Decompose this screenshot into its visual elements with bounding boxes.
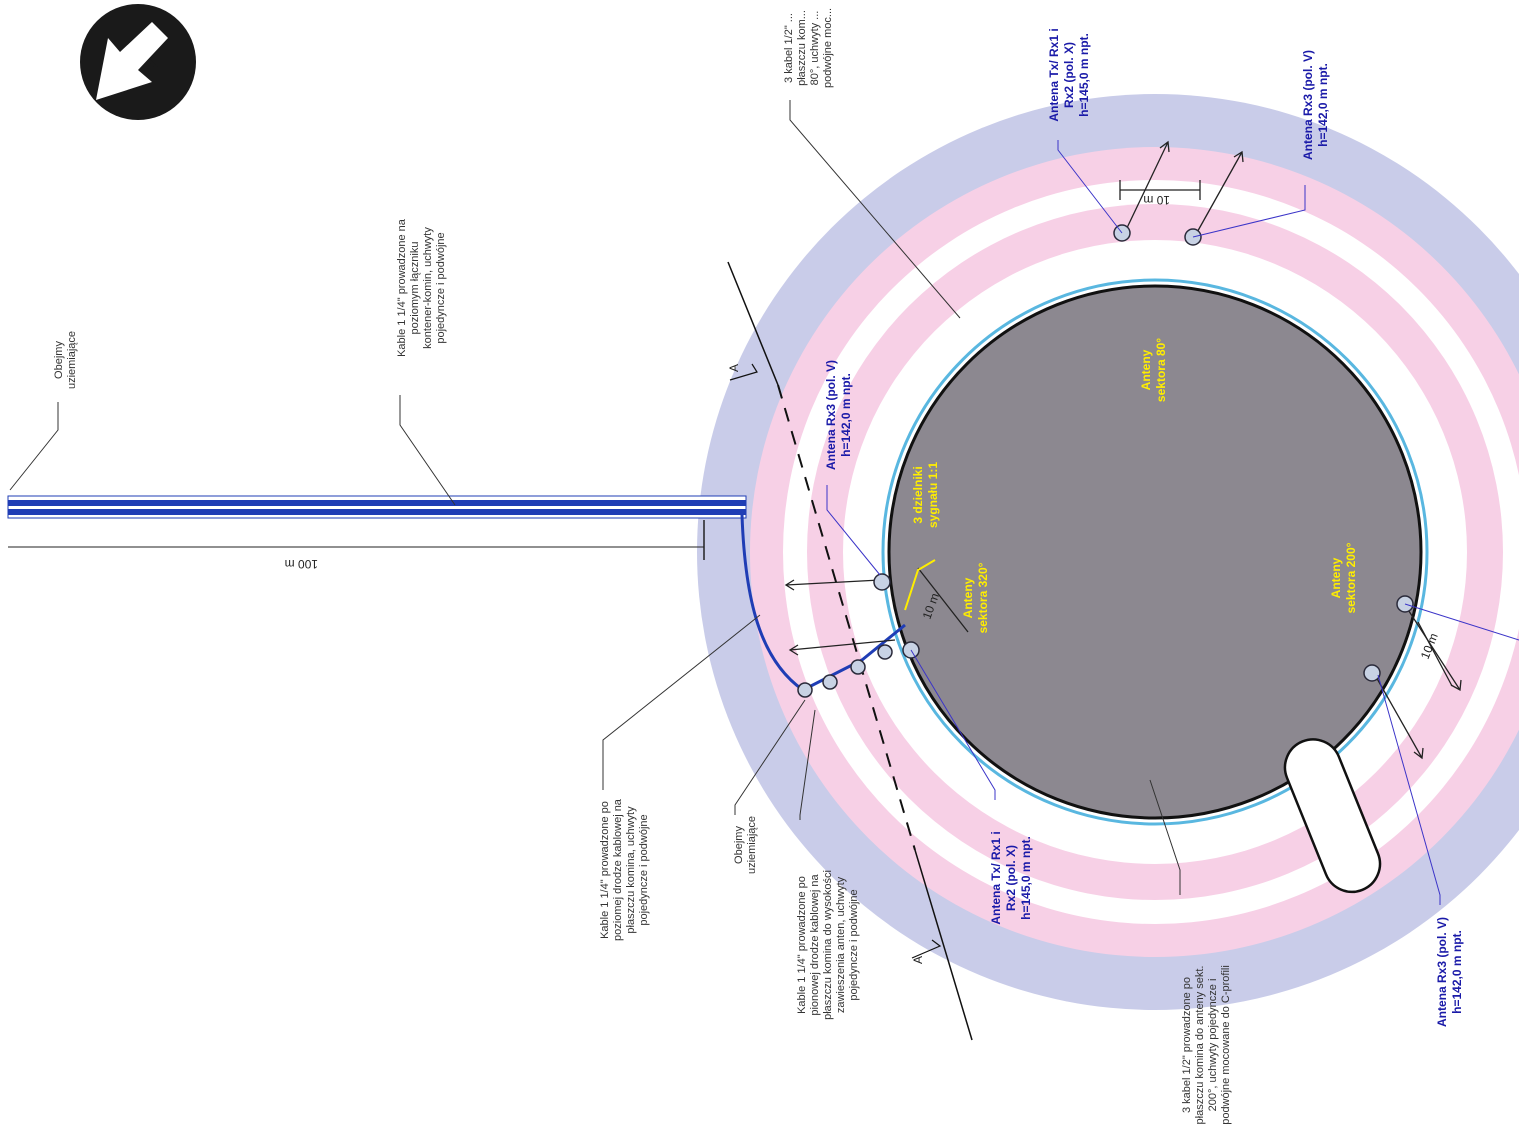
antenna-icon — [1363, 664, 1381, 682]
svg-text:poziomym łączniku: poziomym łączniku — [409, 242, 421, 335]
antenna-label-txrx-top: Antena Tx/ Rx1 i Rx2 (pol. X) h=145,0 m … — [1047, 28, 1091, 121]
svg-text:podwójne mocowane do C-profili: podwójne mocowane do C-profili — [1220, 965, 1232, 1125]
svg-text:pojedyncze i podwójne: pojedyncze i podwójne — [435, 232, 447, 343]
svg-text:sektora 320°: sektora 320° — [976, 562, 990, 633]
svg-text:Rx2 (pol. X): Rx2 (pol. X) — [1004, 845, 1018, 911]
sector-label-320: Anteny sektora 320° — [961, 562, 990, 633]
svg-text:sektora 200°: sektora 200° — [1344, 542, 1358, 613]
svg-text:sektora 80°: sektora 80° — [1154, 338, 1168, 402]
svg-text:200°, uchwyty pojedyncze i: 200°, uchwyty pojedyncze i — [1207, 979, 1219, 1112]
chimney-body — [887, 284, 1423, 820]
svg-text:Anteny: Anteny — [1139, 349, 1153, 390]
svg-text:h=145,0 m npt.: h=145,0 m npt. — [1019, 836, 1033, 920]
note-grounding-bottom: Obejmy uziemiające — [733, 816, 758, 874]
svg-text:poziomej drodze kablowej na: poziomej drodze kablowej na — [612, 798, 624, 941]
svg-text:h=142,0 m npt.: h=142,0 m npt. — [1316, 63, 1330, 147]
antenna-label-rx3-left: Antena Rx3 (pol. V) h=142,0 m npt. — [824, 360, 853, 470]
sector-label-200: Anteny sektora 200° — [1329, 542, 1358, 613]
flue-duct — [1283, 738, 1382, 894]
svg-text:Antena Rx3 (pol. V): Antena Rx3 (pol. V) — [824, 360, 838, 470]
antenna-label-rx3-bottom: Antena Rx3 (pol. V) h=142,0 m npt. — [1435, 917, 1464, 1027]
svg-text:Antena Tx/ Rx1 i: Antena Tx/ Rx1 i — [1047, 28, 1061, 121]
svg-text:sygnału 1:1: sygnału 1:1 — [926, 462, 940, 528]
svg-text:h=142,0 m npt.: h=142,0 m npt. — [839, 373, 853, 457]
svg-text:zawieszenia anten, uchwyty: zawieszenia anten, uchwyty — [835, 876, 847, 1013]
svg-text:Anteny: Anteny — [1329, 557, 1343, 598]
svg-text:płaszczu komina do wysokości: płaszczu komina do wysokości — [822, 870, 834, 1020]
note-cables-horizontal: Kable 1 1/4" prowadzone na poziomym łącz… — [396, 218, 447, 357]
svg-text:3 kabel 1/2" ...: 3 kabel 1/2" ... — [783, 13, 795, 83]
svg-text:płaszczu komina do anteny sekt: płaszczu komina do anteny sekt. — [1194, 966, 1206, 1125]
dimension-spacing-top: 10 m — [1143, 193, 1170, 207]
svg-text:pionowej drodze kablowej na: pionowej drodze kablowej na — [809, 873, 821, 1015]
svg-text:pojedyncze i podwójne: pojedyncze i podwójne — [638, 814, 650, 925]
svg-text:Kable 1 1/4" prowadzone na: Kable 1 1/4" prowadzone na — [396, 218, 408, 357]
horizontal-cable-tray — [7, 495, 747, 560]
dimension-cable-run: 100 m — [285, 557, 318, 571]
note-cables-vertical: Kable 1 1/4" prowadzone po pionowej drod… — [796, 870, 860, 1020]
svg-text:Kable 1 1/4" prowadzone po: Kable 1 1/4" prowadzone po — [796, 876, 808, 1014]
svg-text:Antena Rx3 (pol. V): Antena Rx3 (pol. V) — [1301, 50, 1315, 160]
note-cables-horizontal-tray: Kable 1 1/4" prowadzone po poziomej drod… — [599, 798, 650, 941]
svg-text:płaszczu komina, uchwyty: płaszczu komina, uchwyty — [625, 806, 637, 934]
section-mark-top: A — [727, 364, 741, 372]
svg-text:h=142,0 m npt.: h=142,0 m npt. — [1450, 930, 1464, 1014]
svg-text:Kable 1 1/4" prowadzone po: Kable 1 1/4" prowadzone po — [599, 801, 611, 939]
svg-text:Anteny: Anteny — [961, 577, 975, 618]
svg-text:3 kabel 1/2" prowadzone po: 3 kabel 1/2" prowadzone po — [1181, 977, 1193, 1113]
section-line — [727, 261, 973, 1041]
cable-clamp-icon — [797, 682, 813, 698]
svg-text:Obejmy: Obejmy — [53, 341, 65, 379]
antenna-icon — [873, 573, 891, 591]
north-arrow: N — [80, 4, 196, 120]
svg-text:pojedyncze i podwójne: pojedyncze i podwójne — [848, 889, 860, 1000]
svg-text:Antena Tx/ Rx1 i: Antena Tx/ Rx1 i — [989, 831, 1003, 924]
cable-clamp-icon — [877, 644, 893, 660]
svg-text:kontener-komin, uchwyty: kontener-komin, uchwyty — [422, 227, 434, 349]
note-cable-top-right: 3 kabel 1/2" ... płaszczu kom... 80°, uc… — [783, 8, 834, 88]
note-cable-bottom: 3 kabel 1/2" prowadzone po płaszczu komi… — [1181, 965, 1232, 1125]
svg-text:3 dzielniki: 3 dzielniki — [911, 466, 925, 523]
splitter-line — [904, 559, 936, 611]
svg-text:podwójne moc...: podwójne moc... — [822, 8, 834, 88]
cable-clamp-icon — [850, 659, 866, 675]
antenna-arrows — [784, 140, 1462, 760]
antenna-label-txrx-bottom: Antena Tx/ Rx1 i Rx2 (pol. X) h=145,0 m … — [989, 831, 1033, 924]
svg-text:Obejmy: Obejmy — [733, 826, 745, 864]
sector-label-80: Anteny sektora 80° — [1139, 338, 1168, 402]
svg-text:h=145,0 m npt.: h=145,0 m npt. — [1077, 33, 1091, 117]
svg-text:uziemiające: uziemiające — [66, 331, 78, 389]
svg-text:80°, uchwyty ...: 80°, uchwyty ... — [809, 11, 821, 86]
leader-lines — [9, 100, 1519, 905]
svg-text:Rx2 (pol. X): Rx2 (pol. X) — [1062, 42, 1076, 108]
section-mark-bottom: A — [911, 956, 925, 964]
cable-clamp-icon — [822, 674, 838, 690]
note-grounding-top: Obejmy uziemiające — [53, 331, 78, 389]
antenna-label-rx3-top: Antena Rx3 (pol. V) h=142,0 m npt. — [1301, 50, 1330, 160]
splitter-label: 3 dzielniki sygnału 1:1 — [911, 462, 940, 528]
chimney-outline — [881, 278, 1429, 826]
svg-text:uziemiające: uziemiające — [746, 816, 758, 874]
svg-text:płaszczu kom...: płaszczu kom... — [796, 10, 808, 86]
svg-text:Antena Rx3 (pol. V): Antena Rx3 (pol. V) — [1435, 917, 1449, 1027]
